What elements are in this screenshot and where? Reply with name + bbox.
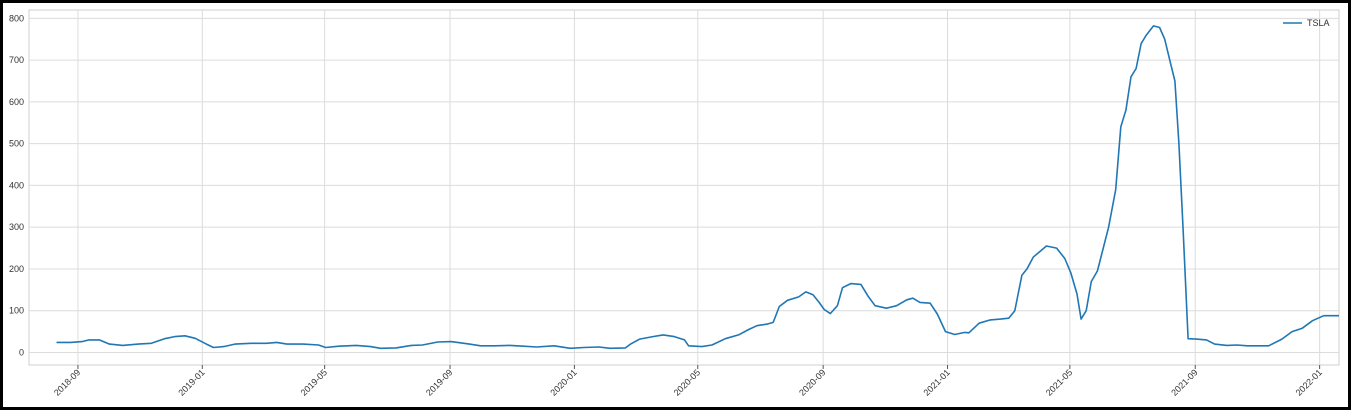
legend-label-tsla: TSLA [1307,18,1330,28]
chart-frame: 0 100 200 300 400 500 600 700 800 2018-09 2019-01 2… [3,3,1348,407]
y-tick-label-400: 400 [9,180,24,190]
x-tick-label-2020-09: 2020-09 [797,367,827,397]
y-tick-label-100: 100 [9,306,24,316]
x-tick-label-2019-01: 2019-01 [176,367,206,397]
tsla-line-chart: 0 100 200 300 400 500 600 700 800 2018-09 2019-01 2… [9,9,1340,398]
x-tick-label-2020-05: 2020-05 [672,367,702,397]
x-tick-label-2019-09: 2019-09 [424,367,454,397]
y-tick-label-600: 600 [9,97,24,107]
series-layer [56,25,1339,350]
x-tick-label-2019-05: 2019-05 [299,367,329,397]
y-tick-label-700: 700 [9,55,24,65]
series-line-tsla [56,25,1339,350]
x-tick-label-2021-09: 2021-09 [1169,367,1199,397]
legend: TSLA [1283,18,1330,28]
x-tick-label-2021-01: 2021-01 [922,367,952,397]
y-tick-label-0: 0 [19,347,24,357]
x-tick-label-2018-09: 2018-09 [52,367,82,397]
grid-layer [29,10,1339,365]
y-tick-label-300: 300 [9,222,24,232]
y-tick-label-200: 200 [9,264,24,274]
x-tick-label-2020-01: 2020-01 [548,367,578,397]
y-tick-label-500: 500 [9,139,24,149]
x-tick-label-2021-05: 2021-05 [1044,367,1074,397]
x-tick-label-2022-01: 2022-01 [1294,367,1324,397]
plot-area [28,9,1340,366]
y-tick-label-800: 800 [9,13,24,23]
